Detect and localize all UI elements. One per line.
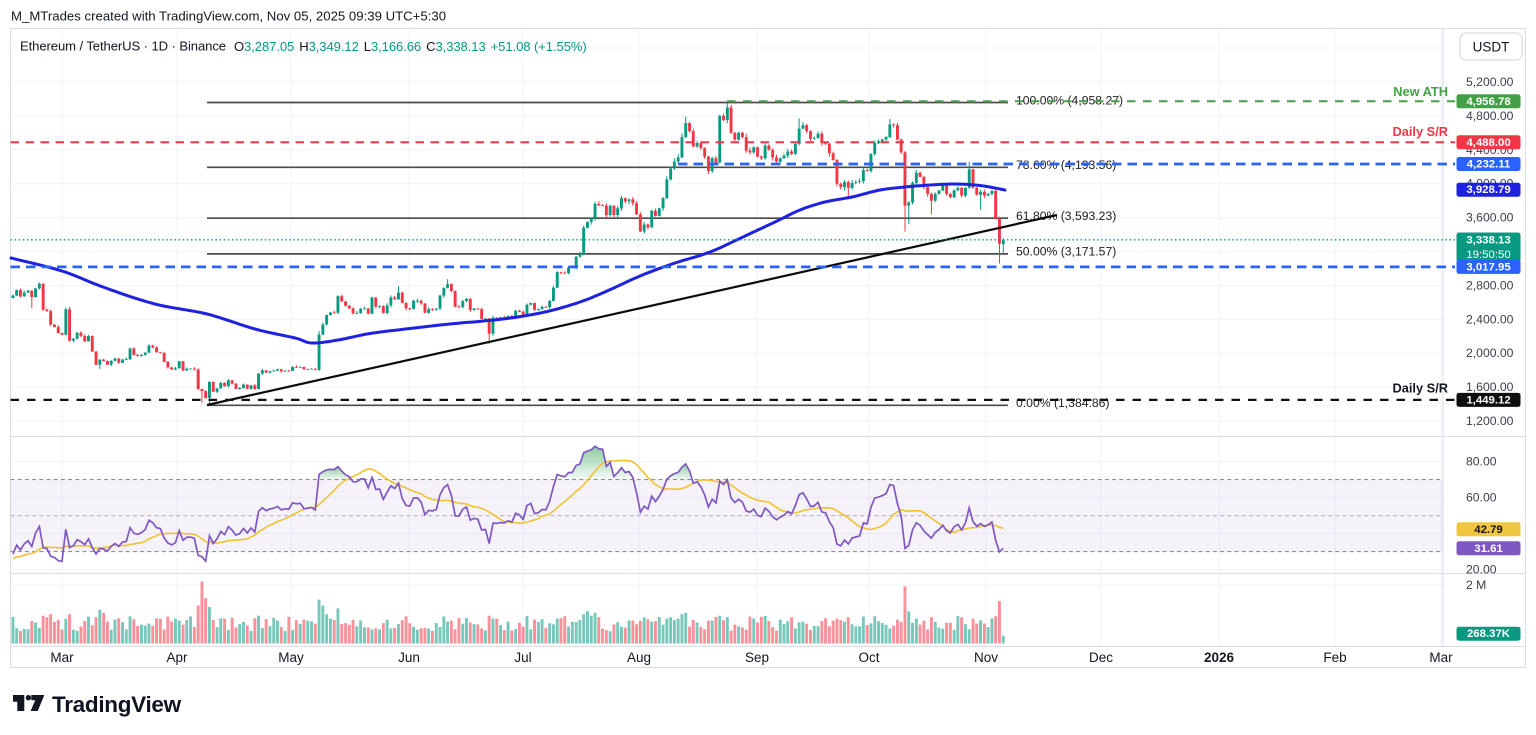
svg-text:Jul: Jul [514, 650, 531, 665]
svg-text:1,449.12: 1,449.12 [1466, 394, 1510, 406]
svg-text:Apr: Apr [166, 650, 188, 665]
svg-text:5,200.00: 5,200.00 [1466, 75, 1514, 89]
svg-text:1,200.00: 1,200.00 [1466, 414, 1514, 428]
svg-text:Nov: Nov [974, 650, 998, 665]
svg-text:Jun: Jun [398, 650, 420, 665]
svg-text:Oct: Oct [858, 650, 879, 665]
svg-text:Mar: Mar [50, 650, 74, 665]
svg-text:3,600.00: 3,600.00 [1466, 211, 1514, 225]
svg-text:2 M: 2 M [1466, 578, 1486, 592]
svg-text:50.00% (3,171.57): 50.00% (3,171.57) [1016, 245, 1116, 259]
svg-text:4,800.00: 4,800.00 [1466, 109, 1514, 123]
svg-text:Dec: Dec [1089, 650, 1113, 665]
svg-text:3,338.13: 3,338.13 [1466, 234, 1510, 246]
svg-text:42.79: 42.79 [1474, 524, 1503, 536]
svg-text:Mar: Mar [1429, 650, 1453, 665]
svg-text:Aug: Aug [627, 650, 651, 665]
svg-text:M_MTrades created with Trading: M_MTrades created with TradingView.com, … [11, 9, 446, 24]
svg-text:Daily S/R: Daily S/R [1393, 381, 1448, 396]
svg-text:4,956.78: 4,956.78 [1466, 96, 1510, 108]
svg-text:Ethereum / TetherUS · 1D · Bin: Ethereum / TetherUS · 1D · Binance O3,287… [20, 39, 587, 54]
svg-text:TradingView: TradingView [52, 692, 182, 717]
svg-text:Daily S/R: Daily S/R [1393, 124, 1448, 139]
svg-text:2,800.00: 2,800.00 [1466, 278, 1514, 292]
svg-text:2,400.00: 2,400.00 [1466, 312, 1514, 326]
svg-text:USDT: USDT [1473, 40, 1510, 55]
svg-text:Feb: Feb [1323, 650, 1346, 665]
svg-text:4,232.11: 4,232.11 [1467, 159, 1511, 171]
svg-text:New ATH: New ATH [1393, 84, 1448, 99]
svg-text:268.37K: 268.37K [1467, 628, 1511, 640]
svg-text:2,000.00: 2,000.00 [1466, 346, 1514, 360]
svg-text:80.00: 80.00 [1466, 455, 1497, 469]
svg-text:May: May [278, 650, 304, 665]
svg-text:2026: 2026 [1204, 650, 1235, 665]
svg-text:60.00: 60.00 [1466, 491, 1497, 505]
svg-text:31.61: 31.61 [1474, 543, 1503, 555]
svg-text:0.00% (1,384.86): 0.00% (1,384.86) [1016, 396, 1110, 410]
svg-text:3,928.79: 3,928.79 [1466, 184, 1510, 196]
svg-text:Sep: Sep [745, 650, 769, 665]
svg-text:1,600.00: 1,600.00 [1466, 380, 1514, 394]
svg-text:20.00: 20.00 [1466, 563, 1497, 577]
svg-text:4,488.00: 4,488.00 [1466, 137, 1510, 149]
svg-text:19:50:50: 19:50:50 [1466, 249, 1510, 261]
svg-text:3,017.95: 3,017.95 [1466, 261, 1511, 273]
